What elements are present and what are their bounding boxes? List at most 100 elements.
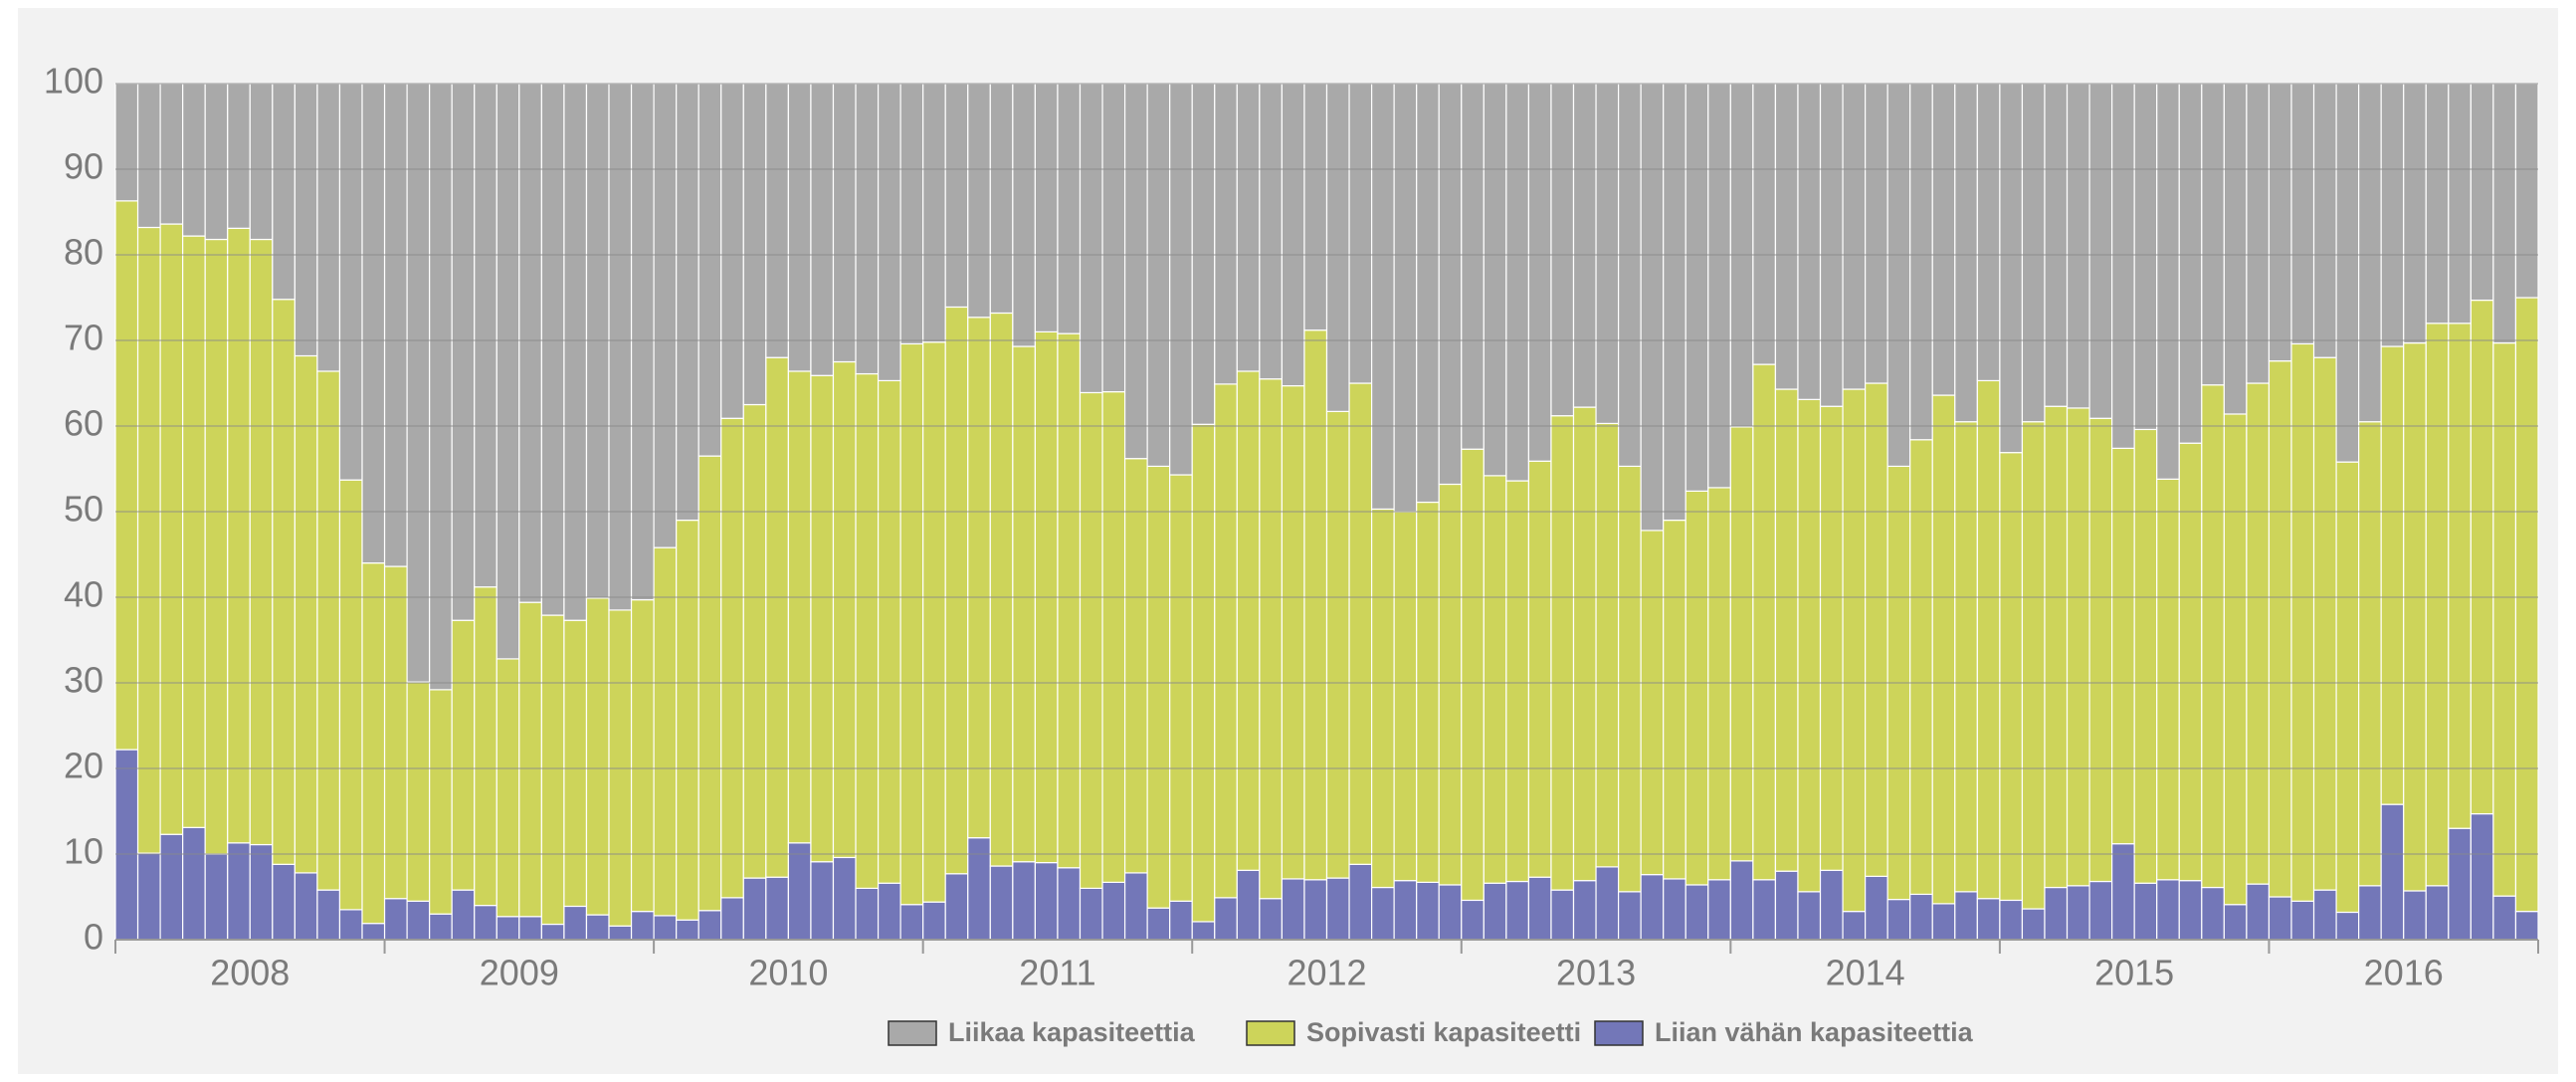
bar-segment — [1954, 891, 1978, 941]
bar-segment — [1012, 83, 1036, 347]
bar-segment — [2403, 890, 2427, 941]
bar-segment — [2290, 83, 2315, 345]
bar-segment — [294, 354, 318, 874]
x-tick-label: 2009 — [480, 953, 559, 993]
bar-segment — [1752, 363, 1777, 881]
bar-segment — [1259, 898, 1284, 941]
bar-segment — [2066, 885, 2090, 941]
bar-segment — [2133, 882, 2158, 941]
bar-segment — [2246, 382, 2271, 885]
bar-segment — [563, 619, 588, 908]
bar-segment — [899, 904, 924, 941]
bar-segment — [495, 658, 520, 918]
x-tick-label: 2010 — [748, 953, 828, 993]
bar-segment — [765, 83, 789, 358]
bar-segment — [2178, 83, 2203, 444]
bar-segment — [2044, 83, 2069, 407]
bar-segment — [967, 83, 991, 319]
bar-segment — [383, 898, 408, 941]
bar-segment — [1550, 415, 1575, 891]
bar-segment — [159, 83, 184, 225]
bar-segment — [114, 749, 139, 941]
bar-segment — [1729, 860, 1754, 941]
bar-segment — [451, 619, 476, 891]
bar-segment — [1370, 83, 1395, 511]
bar-segment — [2201, 83, 2225, 386]
bar-segment — [383, 83, 408, 567]
bar-segment — [944, 873, 969, 941]
bar-segment — [1259, 83, 1284, 380]
bar-segment — [1461, 448, 1485, 902]
bar-segment — [1684, 490, 1709, 886]
bar-segment — [1663, 878, 1686, 941]
bar-segment — [1505, 83, 1530, 482]
x-tick-label: 2016 — [2364, 953, 2444, 993]
bar-segment — [2088, 83, 2113, 419]
bar-segment — [1684, 83, 1709, 492]
bar-segment — [2312, 83, 2337, 358]
bar-segment — [1214, 897, 1238, 941]
bar-segment — [2021, 421, 2046, 910]
bar-segment — [2514, 297, 2539, 913]
bar-segment — [1416, 501, 1440, 883]
bar-segment — [136, 83, 161, 229]
bar-segment — [742, 83, 767, 406]
bar-segment — [2425, 323, 2450, 887]
bar-segment — [2492, 83, 2517, 344]
bar-segment — [1842, 388, 1867, 913]
bar-segment — [1191, 83, 1216, 425]
bar-segment — [1214, 83, 1238, 385]
bar-segment — [1909, 83, 1933, 441]
bar-segment — [1079, 83, 1103, 394]
bar-segment — [877, 882, 901, 941]
bar-segment — [1034, 861, 1059, 941]
bar-segment — [2021, 908, 2046, 941]
bar-segment — [2448, 323, 2472, 829]
bar-segment — [182, 83, 206, 237]
bar-segment — [1752, 879, 1777, 941]
bar-segment — [429, 913, 453, 941]
x-tick-label: 2013 — [1556, 953, 1636, 993]
bar-segment — [1281, 878, 1305, 941]
bar-segment — [272, 863, 296, 941]
bar-segment — [1976, 83, 2001, 382]
bar-segment — [1123, 83, 1148, 460]
bar-segment — [1393, 83, 1418, 513]
bar-segment — [1618, 891, 1642, 941]
bar-segment — [474, 904, 497, 941]
bar-segment — [1595, 422, 1620, 868]
bar-segment — [1505, 480, 1530, 883]
y-tick-label: 70 — [64, 318, 103, 358]
bar-segment — [2156, 879, 2180, 941]
bar-segment — [2335, 911, 2360, 941]
bar-segment — [742, 403, 767, 879]
bar-segment — [765, 356, 789, 878]
bar-segment — [2290, 342, 2315, 902]
bar-segment — [1774, 388, 1799, 872]
bar-segment — [1303, 83, 1328, 331]
bar-segment — [2425, 83, 2450, 325]
bar-segment — [2268, 83, 2292, 362]
bar-segment — [1101, 881, 1126, 941]
bar-segment — [1461, 899, 1485, 941]
y-tick-label: 20 — [64, 746, 103, 786]
bar-segment — [495, 83, 520, 660]
bar-segment — [1909, 893, 1933, 941]
bar-segment — [1303, 329, 1328, 881]
bar-segment — [2268, 360, 2292, 898]
bar-segment — [1348, 83, 1373, 384]
bar-segment — [899, 83, 924, 345]
bar-segment — [608, 925, 633, 941]
bar-segment — [1752, 83, 1777, 365]
bar-segment — [1169, 474, 1193, 902]
bar-segment — [1370, 886, 1395, 941]
bar-segment — [159, 833, 184, 941]
bar-segment — [429, 83, 453, 691]
bar-segment — [1976, 898, 2001, 941]
bar-segment — [989, 312, 1014, 867]
bar-segment — [1079, 887, 1103, 941]
bar-segment — [1774, 83, 1799, 390]
legend-label: Liikaa kapasiteettia — [948, 1017, 1196, 1047]
bar-segment — [159, 223, 184, 835]
y-tick-label: 60 — [64, 403, 103, 444]
